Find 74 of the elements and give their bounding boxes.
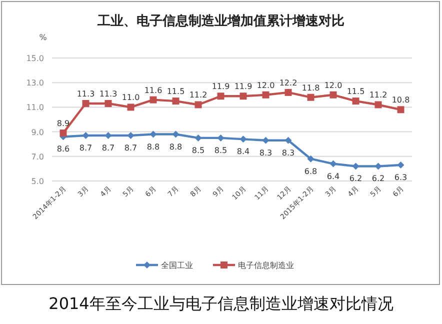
- point: [262, 91, 270, 98]
- data-label: 11.2: [189, 90, 208, 100]
- data-label: 11.5: [346, 87, 365, 96]
- title: 工业、电子信息制造业增加值累计增速对比: [98, 14, 344, 29]
- point: [397, 106, 404, 114]
- point: [217, 134, 224, 142]
- point: [240, 136, 247, 143]
- point: [374, 162, 382, 170]
- data-label: 8.7: [124, 143, 138, 152]
- data-label: 8.3: [282, 148, 295, 158]
- data-label: 8.5: [214, 146, 228, 155]
- point: [60, 130, 67, 137]
- point: [397, 162, 404, 169]
- data-label: 10.8: [392, 96, 410, 105]
- data-label: 8.8: [146, 142, 160, 152]
- point: [307, 94, 314, 101]
- point: [284, 136, 292, 144]
- point: [127, 104, 134, 111]
- y-tick-label: 7.0: [31, 152, 44, 162]
- data-label: 8.8: [169, 142, 182, 152]
- point: [307, 155, 314, 162]
- data-label: 11.3: [76, 90, 95, 99]
- data-label: 11.0: [122, 93, 140, 102]
- y-tick-label: 13.0: [26, 78, 44, 88]
- data-label: 6.2: [349, 174, 362, 184]
- point: [194, 134, 202, 142]
- data-label: 11.2: [369, 90, 388, 100]
- data-label: 8.7: [79, 143, 92, 152]
- data-label: 12.0: [256, 80, 275, 90]
- legend-label: 全国工业: [161, 261, 193, 270]
- data-label: 8.7: [102, 143, 115, 152]
- data-label: 11.9: [212, 82, 230, 92]
- point: [330, 160, 337, 168]
- data-label: 8.6: [56, 144, 70, 154]
- point: [172, 130, 180, 138]
- data-label: 8.9: [56, 119, 70, 128]
- data-label: 8.3: [259, 148, 272, 158]
- data-label: 12.2: [279, 78, 298, 88]
- data-label: 11.5: [166, 87, 185, 96]
- point: [150, 96, 157, 104]
- data-label: 6.3: [394, 173, 408, 182]
- data-label: 11.3: [99, 90, 118, 99]
- point: [352, 98, 360, 105]
- y-tick-label: 5.0: [31, 177, 44, 186]
- text: 2014年至今工业与电子信息制造业增速对比情况: [48, 294, 394, 313]
- data-label: 8.4: [236, 147, 250, 156]
- data-label: 6.8: [304, 166, 318, 176]
- data-label: 11.8: [302, 83, 320, 92]
- y-axis-title: %: [39, 33, 48, 42]
- data-label: 8.5: [192, 146, 205, 155]
- point: [127, 132, 134, 139]
- data-label: 11.9: [234, 82, 252, 92]
- point: [374, 101, 382, 108]
- point: [82, 100, 90, 108]
- y-tick-label: 15.0: [26, 54, 44, 63]
- point: [150, 130, 157, 138]
- y-tick-label: 11.0: [26, 103, 44, 112]
- point: [330, 91, 337, 98]
- data-label: 6.4: [326, 172, 340, 181]
- data-label: 11.6: [144, 86, 162, 95]
- data-label: 12.0: [324, 80, 342, 90]
- point: [352, 162, 360, 170]
- point: [194, 101, 202, 108]
- point: [262, 136, 270, 144]
- point: [104, 100, 112, 108]
- point: [284, 88, 292, 96]
- point: [240, 92, 247, 100]
- point: [82, 132, 90, 139]
- y-tick-label: 9.0: [31, 128, 44, 137]
- legend-label: 电子信息制造业: [238, 261, 294, 270]
- point: [217, 92, 224, 100]
- point: [172, 98, 180, 105]
- data-label: 6.2: [372, 174, 385, 184]
- point: [104, 132, 112, 139]
